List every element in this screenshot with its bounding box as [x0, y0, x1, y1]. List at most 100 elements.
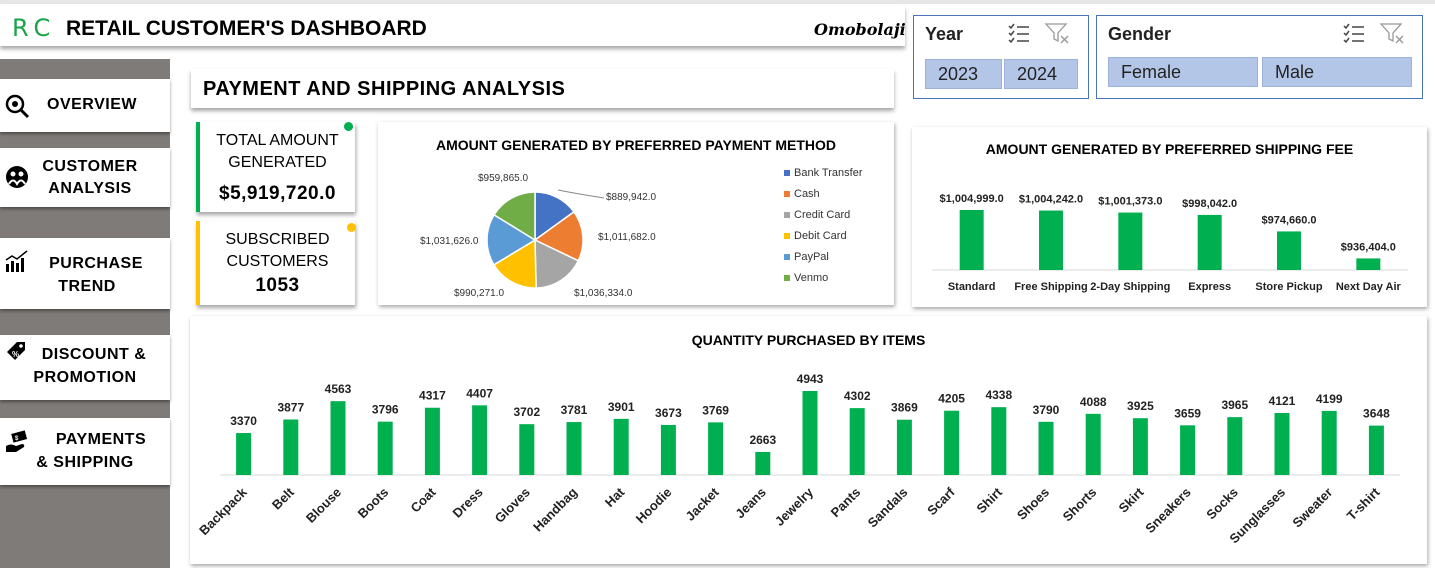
- data-label-hoodie: 3673: [655, 406, 682, 420]
- items-bar-chart: 3370 Backpack 3877 Belt 4563 Blouse 3796 Boots 4…: [196, 372, 1400, 546]
- nav-purchase-trend-line2: TREND: [58, 278, 116, 295]
- bar-t-shirt[interactable]: [1368, 425, 1384, 475]
- legend-swatch-debit-card: [784, 233, 790, 239]
- pie-slice-cash[interactable]: [533, 210, 584, 262]
- category-label-free-shipping: Free Shipping: [1014, 281, 1087, 293]
- category-label-pants: Pants: [828, 485, 864, 521]
- legend-label-debit-card[interactable]: Debit Card: [794, 230, 847, 242]
- kpi-total-amount-label-2: GENERATED: [228, 154, 327, 171]
- nav-overview[interactable]: OVERVIEW: [0, 79, 170, 132]
- data-label-jeans: 2663: [749, 433, 776, 447]
- nav-purchase-trend[interactable]: PURCHASE TREND: [0, 238, 170, 309]
- data-label-sneakers: 3659: [1174, 406, 1201, 420]
- category-label-sneakers: Sneakers: [1142, 485, 1193, 536]
- pie-slice-venmo[interactable]: [493, 191, 536, 242]
- pie-leader-line: [557, 189, 605, 199]
- page-title-box: PAYMENT AND SHIPPING ANALYSIS: [191, 69, 894, 108]
- bar-blouse[interactable]: [330, 401, 346, 475]
- bar-pants[interactable]: [849, 408, 865, 475]
- legend-label-cash[interactable]: Cash: [794, 188, 820, 200]
- bar-shorts[interactable]: [1085, 413, 1101, 475]
- data-label-coat: 4317: [419, 389, 446, 403]
- pie-slice-debit-card[interactable]: [492, 238, 537, 289]
- hand-money-icon: $: [6, 430, 28, 452]
- bar-next-day-air[interactable]: [1356, 258, 1381, 270]
- svg-text:%: %: [12, 350, 19, 359]
- bar-jeans[interactable]: [755, 451, 771, 475]
- top-strip: [0, 0, 1435, 4]
- bar-backpack[interactable]: [236, 433, 252, 475]
- legend-label-paypal[interactable]: PayPal: [794, 251, 829, 263]
- category-label-shirt: Shirt: [973, 484, 1005, 516]
- legend-swatch-cash: [784, 191, 790, 197]
- gender-option-male[interactable]: Male: [1262, 57, 1412, 87]
- bar-coat[interactable]: [424, 407, 440, 475]
- data-label-express: $998,042.0: [1182, 198, 1237, 210]
- year-option-2024[interactable]: 2024: [1004, 59, 1078, 89]
- legend-label-venmo[interactable]: Venmo: [794, 272, 828, 284]
- bar-express[interactable]: [1197, 214, 1222, 270]
- data-label-free-shipping: $1,004,242.0: [1019, 194, 1083, 206]
- bar-jacket[interactable]: [708, 422, 724, 475]
- data-label-2-day-shipping: $1,001,373.0: [1098, 196, 1162, 208]
- nav-discount-promotion-line1: DISCOUNT &: [41, 346, 147, 363]
- bar-socks[interactable]: [1227, 417, 1243, 475]
- legend-swatch-bank-transfer: [784, 170, 790, 176]
- trend-chart-icon: [5, 250, 28, 272]
- bar-store-pickup[interactable]: [1277, 231, 1301, 270]
- pie-data-label-cash: $1,011,682.0: [598, 232, 656, 243]
- nav-payments-shipping[interactable]: $ PAYMENTS & SHIPPING: [0, 418, 170, 485]
- bar-sneakers[interactable]: [1180, 425, 1196, 475]
- bar-hat[interactable]: [613, 418, 629, 475]
- shipping-fee-bar-chart: $1,004,999.0 Standard $1,004,242.0 Free Shi…: [932, 193, 1408, 293]
- bar-scarf[interactable]: [944, 410, 960, 475]
- data-label-pants: 4302: [844, 389, 871, 403]
- nav-payments-shipping-line1: PAYMENTS: [55, 431, 147, 448]
- gender-option-female[interactable]: Female: [1108, 57, 1258, 87]
- data-label-handbag: 3781: [561, 403, 588, 417]
- pie-slice-paypal[interactable]: [486, 213, 537, 266]
- data-label-shorts: 4088: [1080, 395, 1107, 409]
- pie-data-label-paypal: $1,031,626.0: [420, 236, 479, 247]
- bar-sandals[interactable]: [896, 419, 912, 475]
- nav-payments-shipping-line2: & SHIPPING: [36, 454, 134, 471]
- data-label-sandals: 3869: [891, 401, 918, 415]
- bar-free-shipping[interactable]: [1039, 210, 1063, 270]
- nav-discount-promotion[interactable]: % DISCOUNT & PROMOTION: [0, 335, 170, 400]
- legend-label-credit-card[interactable]: Credit Card: [794, 209, 850, 221]
- kpi-accent-bar: [196, 122, 200, 212]
- legend-label-bank-transfer[interactable]: Bank Transfer: [794, 167, 863, 179]
- year-option-2023[interactable]: 2023: [925, 59, 1002, 89]
- nav-customer-analysis-line1: CUSTOMER: [42, 158, 138, 175]
- bar-jewelry[interactable]: [802, 391, 818, 475]
- bar-belt[interactable]: [283, 419, 299, 475]
- bar-boots[interactable]: [377, 421, 393, 475]
- bar-skirt[interactable]: [1132, 418, 1148, 475]
- payment-method-pie-chart: $889,942.0 $1,011,682.0 $1,036,334.0 $990,2…: [420, 167, 863, 299]
- nav-customer-analysis[interactable]: CUSTOMER ANALYSIS: [0, 148, 170, 207]
- data-label-blouse: 4563: [325, 382, 352, 396]
- sidebar: OVERVIEW CUSTOMER ANALYSIS PURCHASE TREN…: [0, 59, 170, 568]
- multi-select-icon[interactable]: [1341, 21, 1367, 45]
- bar-handbag[interactable]: [566, 422, 582, 475]
- clear-filter-icon[interactable]: [1379, 21, 1405, 45]
- category-label-scarf: Scarf: [924, 484, 958, 518]
- bar-shirt[interactable]: [991, 407, 1007, 475]
- data-label-scarf: 4205: [938, 392, 965, 406]
- bar-sweater[interactable]: [1321, 410, 1337, 475]
- category-label-skirt: Skirt: [1115, 484, 1147, 516]
- multi-select-icon[interactable]: [1006, 21, 1032, 45]
- clear-filter-icon[interactable]: [1044, 21, 1070, 45]
- bar-gloves[interactable]: [519, 424, 535, 475]
- pie-slice-credit-card[interactable]: [534, 238, 580, 289]
- data-label-sunglasses: 4121: [1269, 394, 1296, 408]
- bar-sunglasses[interactable]: [1274, 412, 1290, 475]
- bar-dress[interactable]: [472, 405, 488, 475]
- bar-2-day-shipping[interactable]: [1118, 212, 1143, 270]
- category-label-shorts: Shorts: [1060, 485, 1100, 525]
- bar-shoes[interactable]: [1038, 421, 1054, 475]
- bar-standard[interactable]: [959, 210, 984, 270]
- bar-hoodie[interactable]: [660, 424, 676, 475]
- data-label-boots: 3796: [372, 403, 399, 417]
- category-label-belt: Belt: [269, 484, 297, 512]
